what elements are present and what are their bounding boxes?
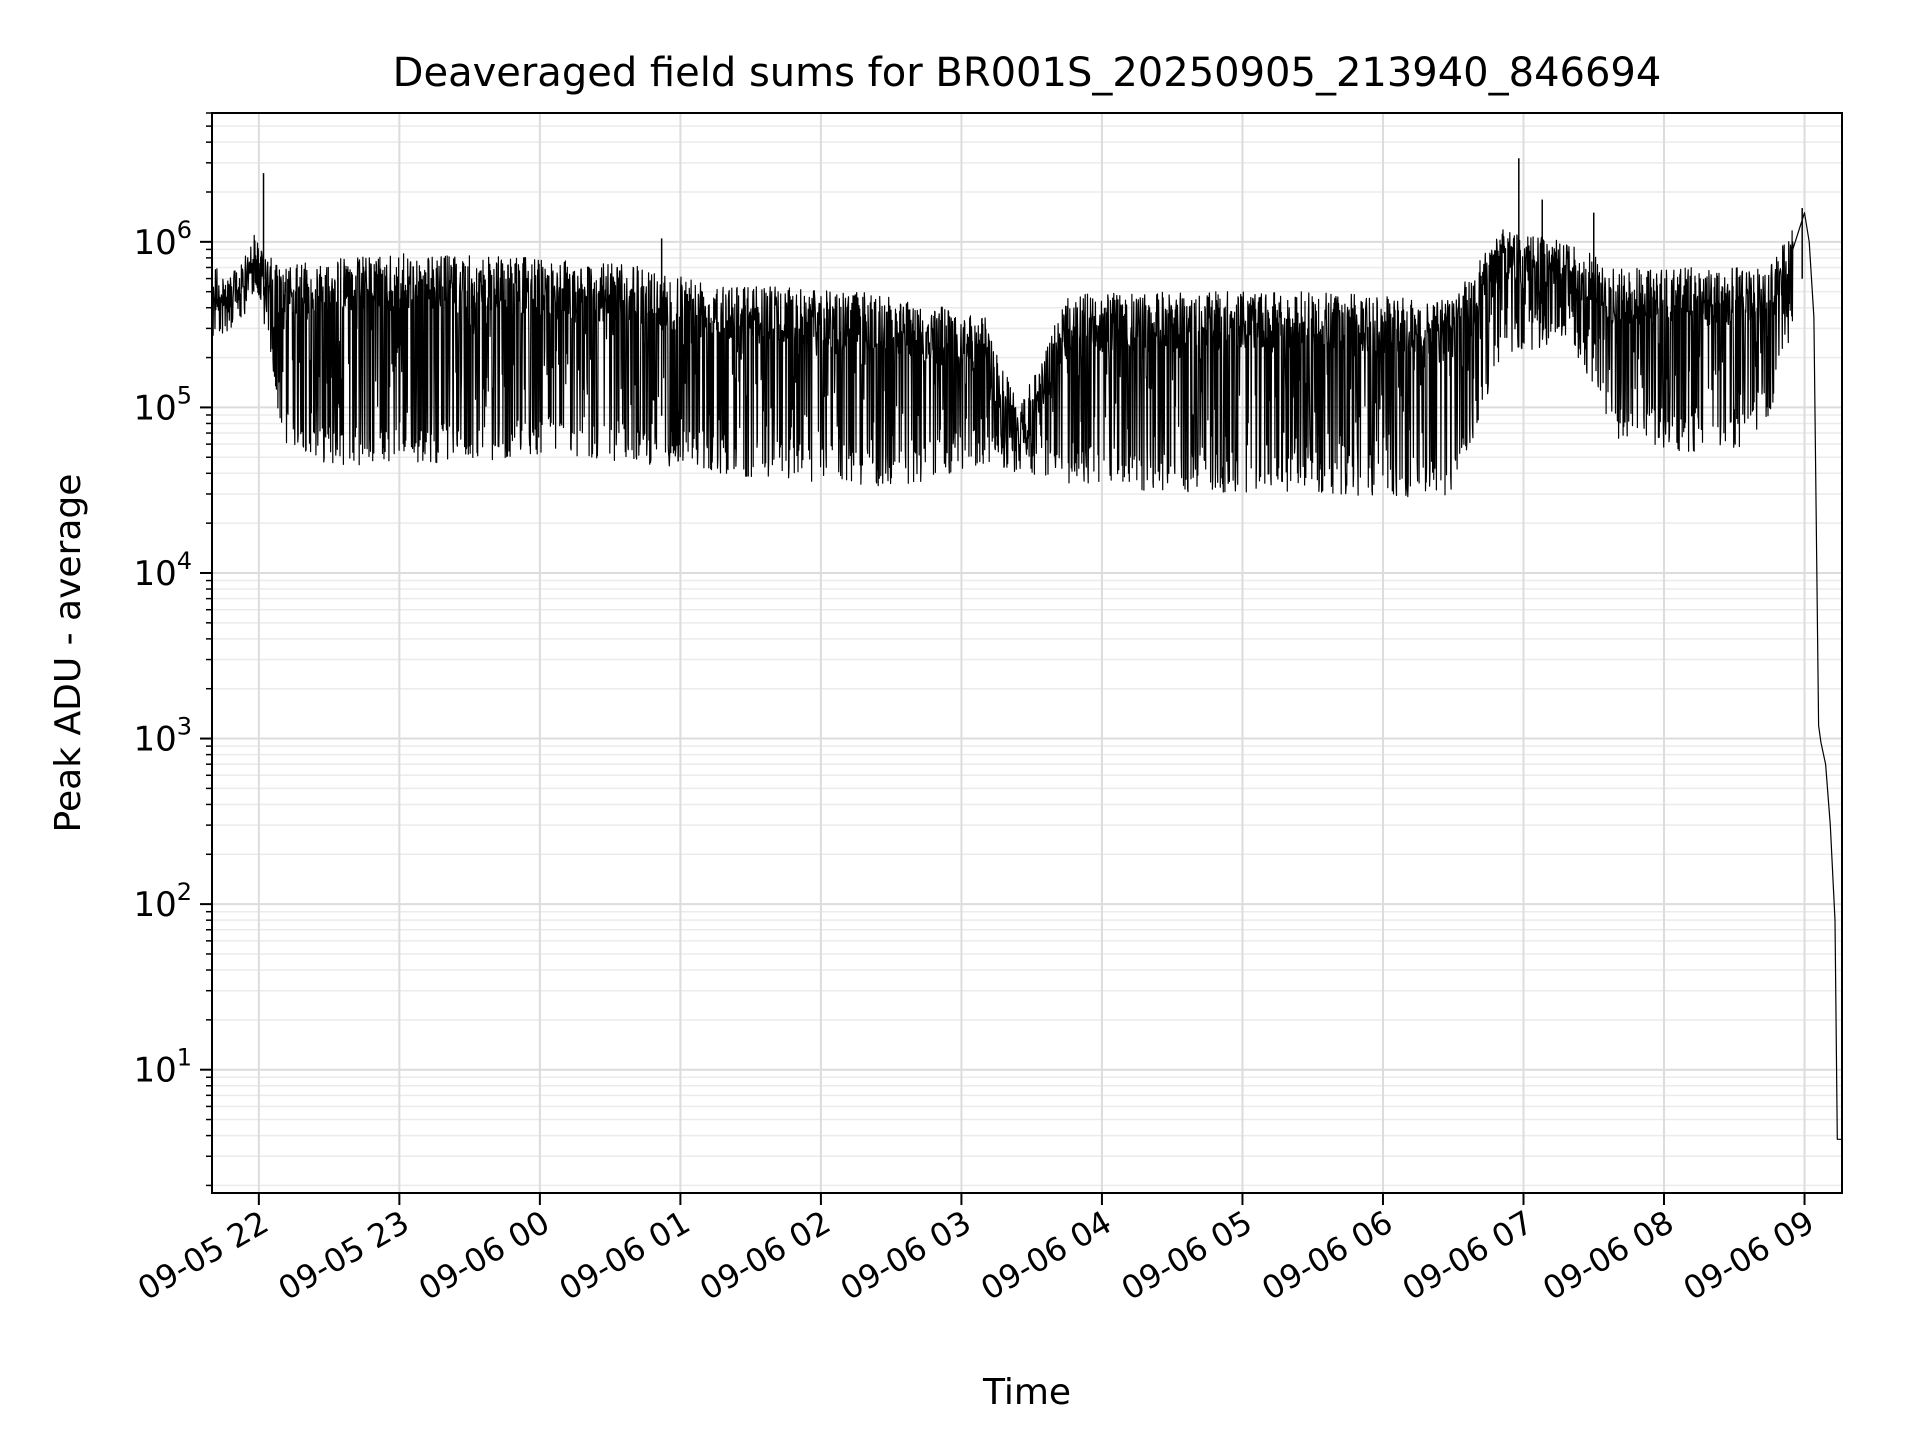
y-tick-label: 103 bbox=[133, 713, 192, 760]
x-tick-label: 09-06 05 bbox=[1115, 1203, 1259, 1308]
x-tick-label: 09-06 01 bbox=[553, 1203, 697, 1308]
x-tick-label: 09-06 02 bbox=[693, 1203, 837, 1308]
x-tick-label: 09-06 08 bbox=[1536, 1203, 1680, 1308]
x-tick-label: 09-05 23 bbox=[272, 1203, 416, 1308]
y-tick-label: 102 bbox=[133, 878, 192, 925]
x-tick-label: 09-05 22 bbox=[131, 1203, 275, 1308]
x-axis-label: Time bbox=[982, 1372, 1071, 1413]
y-tick-label: 104 bbox=[133, 547, 192, 594]
y-axis-label: Peak ADU - average bbox=[48, 474, 89, 833]
chart-title: Deaveraged field sums for BR001S_2025090… bbox=[393, 50, 1662, 96]
y-tick-label: 101 bbox=[133, 1044, 192, 1091]
data-series bbox=[211, 158, 1842, 1140]
x-tick-label: 09-06 04 bbox=[974, 1203, 1118, 1308]
y-tick-label: 106 bbox=[133, 216, 192, 263]
x-tick-label: 09-06 09 bbox=[1677, 1203, 1821, 1308]
x-tick-label: 09-06 06 bbox=[1255, 1203, 1399, 1308]
x-tick-label: 09-06 00 bbox=[412, 1203, 556, 1308]
x-tick-label: 09-06 03 bbox=[834, 1203, 978, 1308]
y-axis: 101 102 103 104 105 106 bbox=[133, 112, 212, 1187]
series-line bbox=[211, 212, 1842, 1140]
x-tick-label: 09-06 07 bbox=[1396, 1203, 1540, 1308]
plot-frame bbox=[211, 112, 1843, 1194]
y-tick-label: 105 bbox=[133, 381, 192, 428]
